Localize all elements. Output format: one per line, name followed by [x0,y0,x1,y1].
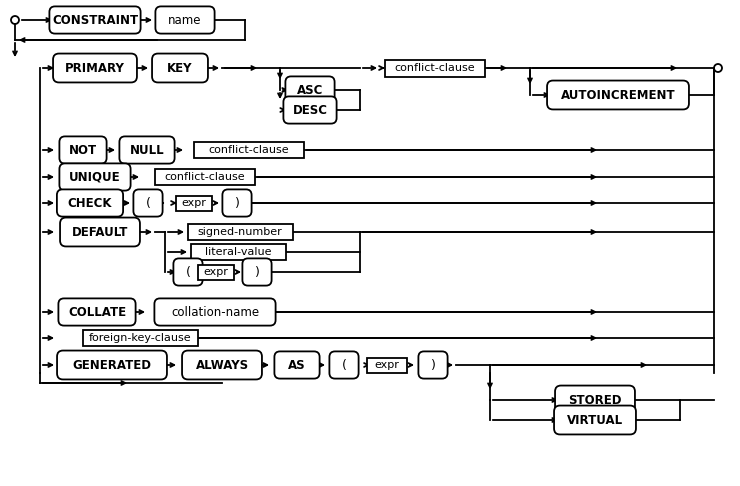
Text: COLLATE: COLLATE [68,306,126,318]
Text: UNIQUE: UNIQUE [69,171,121,184]
FancyBboxPatch shape [223,190,252,217]
FancyBboxPatch shape [173,259,203,286]
Text: foreign-key-clause: foreign-key-clause [89,333,192,343]
Bar [367,358,407,372]
FancyBboxPatch shape [152,53,208,83]
Text: expr: expr [374,360,400,370]
FancyBboxPatch shape [286,76,334,104]
FancyBboxPatch shape [50,6,141,34]
Text: literal-value: literal-value [205,247,272,257]
FancyBboxPatch shape [275,351,320,379]
FancyBboxPatch shape [555,385,635,415]
Text: ): ) [431,359,435,371]
Bar [176,195,212,210]
FancyBboxPatch shape [547,81,689,109]
FancyBboxPatch shape [60,218,140,246]
Text: DEFAULT: DEFAULT [72,226,128,239]
Text: CHECK: CHECK [68,196,112,209]
FancyBboxPatch shape [554,405,636,434]
Text: AUTOINCREMENT: AUTOINCREMENT [561,88,676,102]
Text: conflict-clause: conflict-clause [394,63,475,73]
FancyBboxPatch shape [57,350,167,380]
Text: NOT: NOT [69,143,97,156]
Text: (: ( [146,196,150,209]
Text: ): ) [235,196,240,209]
FancyBboxPatch shape [283,96,337,123]
Text: conflict-clause: conflict-clause [165,172,246,182]
FancyBboxPatch shape [155,298,275,326]
Text: VIRTUAL: VIRTUAL [567,414,623,427]
Text: STORED: STORED [568,394,622,406]
Text: (: ( [186,265,190,278]
Bar [82,330,198,346]
Bar [187,224,292,240]
Text: name: name [168,14,202,27]
Text: expr: expr [181,198,206,208]
FancyBboxPatch shape [58,298,135,326]
Text: ASC: ASC [297,84,323,97]
Text: PRIMARY: PRIMARY [65,62,125,74]
FancyBboxPatch shape [59,163,130,191]
Text: collation-name: collation-name [171,306,259,318]
Text: conflict-clause: conflict-clause [209,145,289,155]
FancyBboxPatch shape [329,351,359,379]
Text: expr: expr [204,267,229,277]
Text: ALWAYS: ALWAYS [195,359,249,371]
Bar [198,264,234,279]
Bar [155,169,255,185]
Text: (: ( [342,359,346,371]
FancyBboxPatch shape [53,53,137,83]
Bar [385,59,485,76]
FancyBboxPatch shape [418,351,448,379]
FancyBboxPatch shape [155,6,215,34]
Text: GENERATED: GENERATED [73,359,152,371]
FancyBboxPatch shape [243,259,272,286]
Text: ): ) [255,265,260,278]
FancyBboxPatch shape [182,350,262,380]
FancyBboxPatch shape [119,137,175,164]
FancyBboxPatch shape [59,137,107,164]
Text: AS: AS [288,359,306,371]
Text: KEY: KEY [167,62,192,74]
Bar [194,142,304,158]
Bar [190,244,286,260]
Text: signed-number: signed-number [198,227,283,237]
FancyBboxPatch shape [133,190,163,217]
Text: NULL: NULL [130,143,164,156]
Text: DESC: DESC [292,104,328,117]
FancyBboxPatch shape [57,190,123,217]
Text: CONSTRAINT: CONSTRAINT [52,14,138,27]
